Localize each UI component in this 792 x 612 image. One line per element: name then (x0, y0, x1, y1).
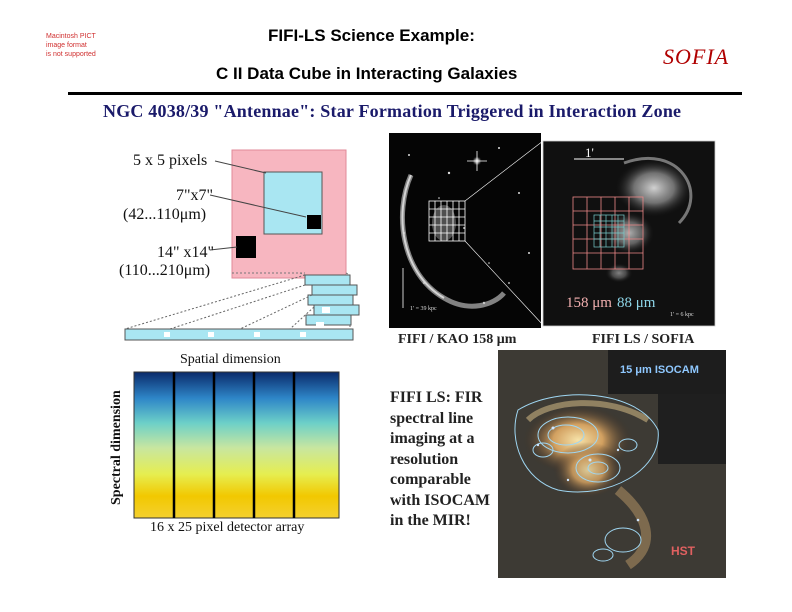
image-slicer-stack (304, 274, 360, 328)
note-line: FIFI LS: FIR (390, 389, 483, 406)
label-detector-array: 16 x 25 pixel detector array (150, 520, 305, 535)
fifi-ls-note: FIFI LS: FIR spectral line imaging at a … (390, 388, 500, 532)
label-small-size: 7"x7" (176, 187, 214, 204)
large-pixel (236, 236, 256, 258)
pict-line: image format (46, 42, 87, 49)
antennae-images (389, 133, 716, 328)
header-rule (68, 92, 742, 95)
label-fifi-ls: FIFI LS / SOFIA (592, 332, 695, 347)
pict-line: Macintosh PICT (46, 33, 96, 40)
note-line: spectral line (390, 409, 474, 427)
hst-isocam-image (498, 350, 726, 578)
scale-left: 1' = 39 kpc (410, 306, 437, 312)
label-158um: 158 μm (566, 295, 612, 311)
instrument-diagram (124, 149, 360, 519)
label-pixels: 5 x 5 pixels (133, 152, 208, 169)
label-hst: HST (671, 544, 695, 558)
label-isocam: 15 μm ISOCAM (620, 364, 699, 376)
scale-arcmin: 1' (585, 145, 594, 160)
note-line: in the MIR! (390, 512, 471, 529)
label-spatial-dimension: Spatial dimension (180, 352, 281, 367)
note-line: comparable (390, 471, 471, 488)
pict-line: is not supported (46, 51, 96, 58)
pseudo-slit (124, 328, 354, 341)
note-line: resolution (390, 450, 459, 468)
sofia-logo: SOFIA (663, 44, 730, 69)
slide-title-line2: C II Data Cube in Interacting Galaxies (216, 64, 518, 83)
label-spectral-dimension: Spectral dimension (109, 390, 124, 505)
pict-placeholder: Macintosh PICT image format is not suppo… (46, 32, 132, 74)
scale-right: 1' = 6 kpc (670, 312, 694, 318)
label-large-size: 14" x14" (157, 244, 215, 261)
label-88um: 88 μm (617, 295, 656, 311)
label-large-range: (110...210μm) (119, 262, 211, 279)
detector-array (133, 371, 340, 519)
small-pixel (307, 215, 321, 229)
label-fifi-kao: FIFI / KAO 158 μm (398, 332, 517, 347)
note-line: imaging at a (390, 430, 475, 447)
figure-heading: NGC 4038/39 "Antennae": Star Formation T… (103, 101, 682, 121)
note-line: with ISOCAM (390, 491, 491, 509)
slide-title-line1: FIFI-LS Science Example: (268, 26, 475, 45)
label-small-range: (42...110μm) (123, 206, 207, 223)
